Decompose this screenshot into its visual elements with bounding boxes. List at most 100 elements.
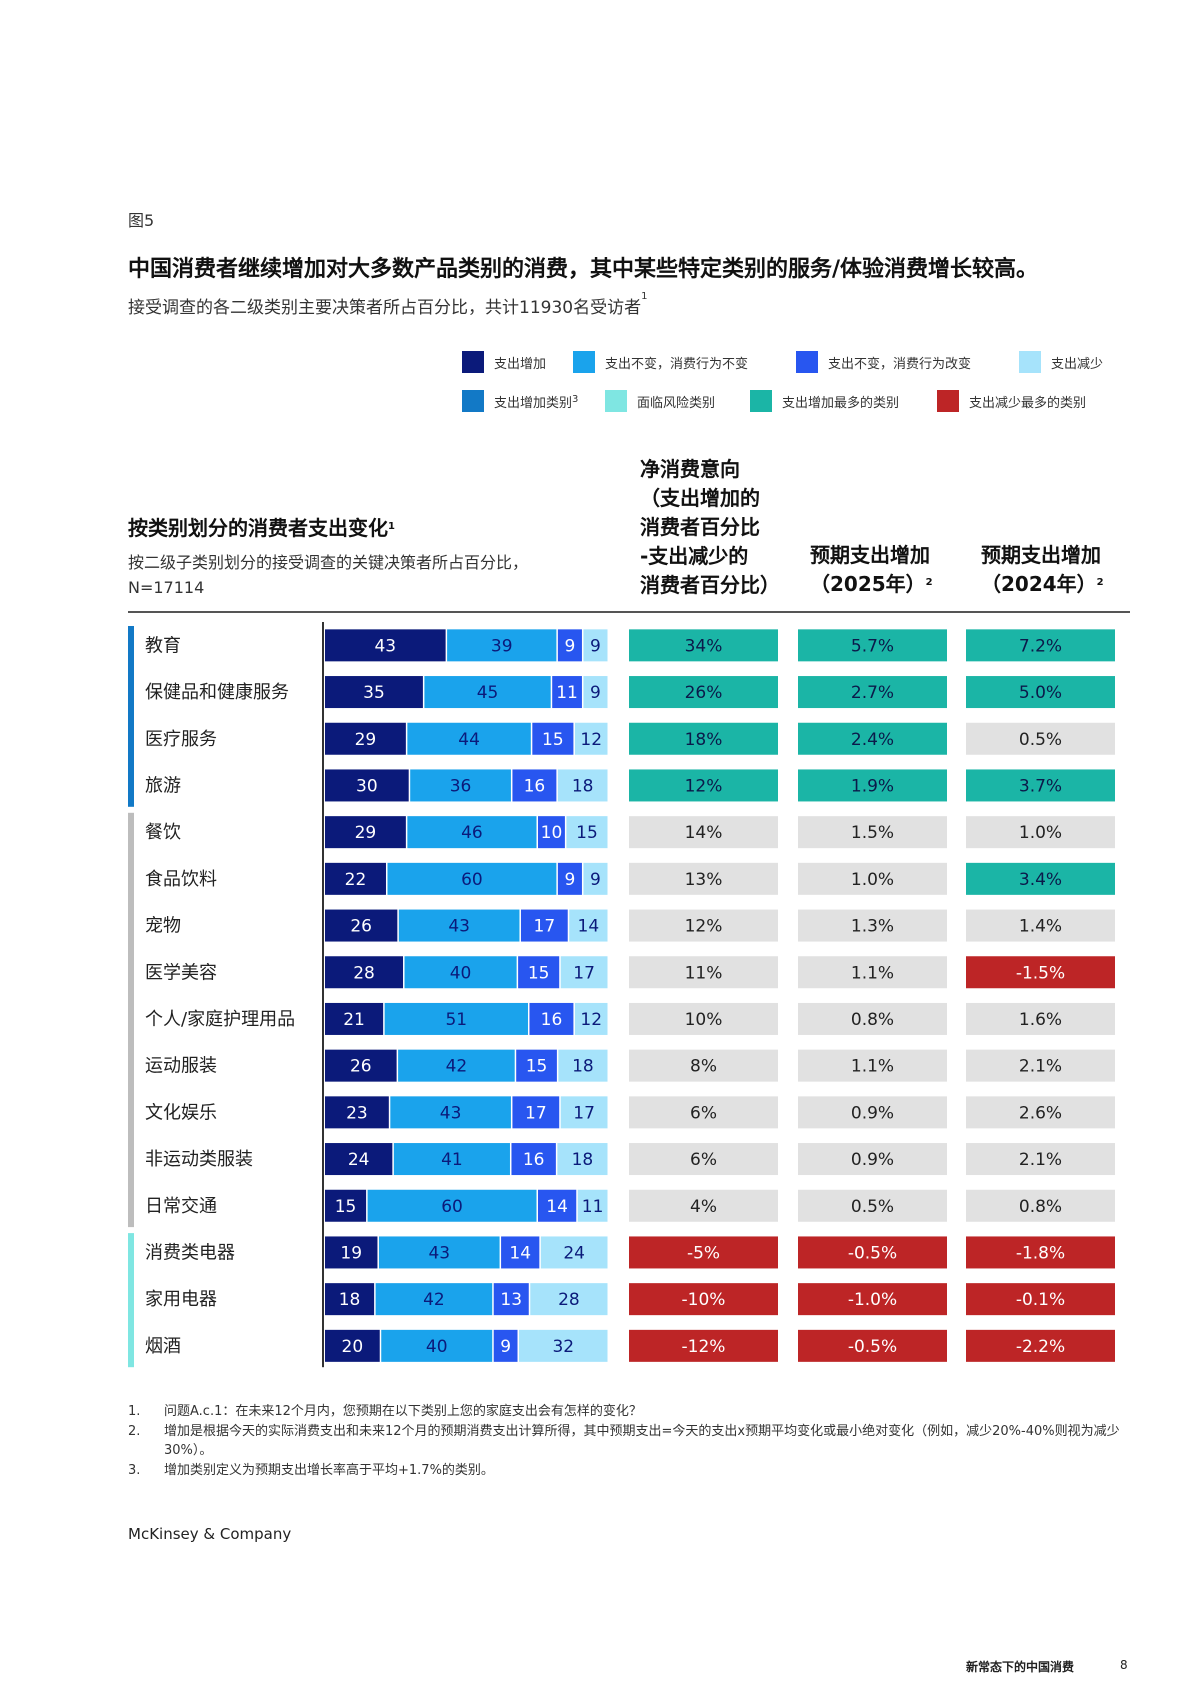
expected_2024-value: 2.1% [1019,1150,1062,1170]
net_intent-cell [629,816,778,849]
bar-segment [325,909,398,942]
bar-segment [516,1049,557,1082]
header-2025-year: （2025年） [810,572,926,596]
expected_2025-cell [798,1283,947,1316]
legend-swatch [462,390,484,412]
category-label: 非运动类服装 [145,1149,253,1170]
bar-segment [520,909,568,942]
bar-segment [381,1329,493,1362]
expected_2024-value: 0.8% [1019,1197,1062,1217]
header-2025-line-1: 预期支出增加 [810,543,930,567]
bar-segment [557,629,582,662]
bar-segment [557,862,582,895]
net_intent-value: 12% [685,917,723,937]
group-indicator-growth [128,626,134,807]
net_intent-value: 4% [690,1197,717,1217]
bar-segment [387,862,557,895]
bar-segment-label: 60 [441,1197,463,1217]
bar-segment [325,722,406,755]
expected_2025-value: 2.7% [851,683,894,703]
bar-segment [512,769,557,802]
expected_2025-value: 1.0% [851,870,894,890]
expected_2024-cell [966,956,1115,989]
bar-segment [493,1329,518,1362]
bar-segment [447,629,557,662]
net_intent-cell [629,1283,778,1316]
bar-segment [583,676,608,709]
bar-segment-label: 17 [573,1103,595,1123]
expected_2025-value: 2.4% [851,730,894,750]
left-column-title: 按类别划分的消费者支出变化1 [128,514,395,543]
net-header-line-4: -支出减少的 [640,544,749,568]
bar-segment-label: 17 [525,1103,547,1123]
bar-segment-label: 16 [524,776,546,796]
bar-segment-label: 30 [356,776,378,796]
bar-segment [529,1002,574,1035]
legend-label: 支出减少 [1051,356,1104,372]
footnote-3-text: 增加类别定义为预期支出增长率高于平均+1.7%的类别。 [164,1463,494,1478]
legend-item: 支出减少最多的类别 [937,390,1086,412]
bar-segment-label: 32 [552,1337,574,1357]
bar-segment [560,956,608,989]
expected_2025-cell [798,1143,947,1176]
bar-segment [325,629,446,662]
bar-segment-label: 15 [526,1057,548,1077]
bar-segment-label: 43 [374,636,396,656]
footnote-2-number: 2. [128,1424,141,1439]
bar-segment-label: 14 [578,917,600,937]
footnote-1-text: 问题A.c.1：在未来12个月内，您预期在以下类别上您的家庭支出会有怎样的变化？ [164,1404,642,1419]
bar-segment [558,1049,608,1082]
bar-segment-label: 26 [350,917,372,937]
bar-segment [384,1002,528,1035]
footer-report-title: 新常态下的中国消费 [966,1660,1075,1674]
category-label: 文化娱乐 [145,1102,217,1123]
bar-segment-label: 36 [450,776,472,796]
bar-segment [390,1096,511,1129]
net-header-line-3: 消费者百分比 [640,515,760,539]
net_intent-cell [629,1049,778,1082]
bar-segment-label: 17 [534,917,556,937]
net_intent-value: 6% [690,1150,717,1170]
bar-segment [325,1143,393,1176]
legend-swatch [796,351,818,373]
bar-segment [325,862,386,895]
bar-segment-label: 29 [355,823,377,843]
bar-segment-label: 44 [458,730,480,750]
left-column-subtitle: 按二级子类别划分的接受调查的关键决策者所占百分比， N=17114 [128,550,528,600]
bar-segment [325,769,409,802]
net_intent-cell [629,676,778,709]
expected_2024-cell [966,1236,1115,1269]
bar-segment [512,1096,560,1129]
bar-segment [325,1283,375,1316]
left-title-text: 按类别划分的消费者支出变化 [128,516,388,540]
expected_2025-value: 1.9% [851,776,894,796]
net_intent-cell [629,629,778,662]
bar-segment [518,956,560,989]
expected_2024-value: 2.6% [1019,1103,1062,1123]
legend-item: 支出增加 [462,351,546,373]
legend-label: 面临风险类别 [637,395,716,411]
bar-segment [566,816,608,849]
net_intent-value: -5% [687,1243,720,1263]
expected_2025-cell [798,676,947,709]
expected_2025-cell [798,1096,947,1129]
bar-segment [404,956,517,989]
bar-segment [325,676,423,709]
bar-segment-label: 46 [461,823,483,843]
net_intent-value: 26% [685,683,723,703]
bar-segment-label: 18 [572,776,594,796]
bar-segment-label: 9 [590,870,601,890]
category-label: 保健品和健康服务 [145,682,289,703]
bar-segment-label: 35 [363,683,385,703]
chart-subtitle: 接受调查的各二级类别主要决策者所占百分比，共计11930名受访者1 [128,291,647,318]
bar-segment [325,1002,384,1035]
bar-segment-label: 15 [542,730,564,750]
category-label: 烟酒 [145,1336,181,1357]
bar-segment [325,1236,378,1269]
expected_2024-value: 1.0% [1019,823,1062,843]
net_intent-cell [629,1143,778,1176]
net_intent-value: 13% [685,870,723,890]
net_intent-cell [629,1189,778,1222]
bar-segment-label: 43 [448,917,470,937]
